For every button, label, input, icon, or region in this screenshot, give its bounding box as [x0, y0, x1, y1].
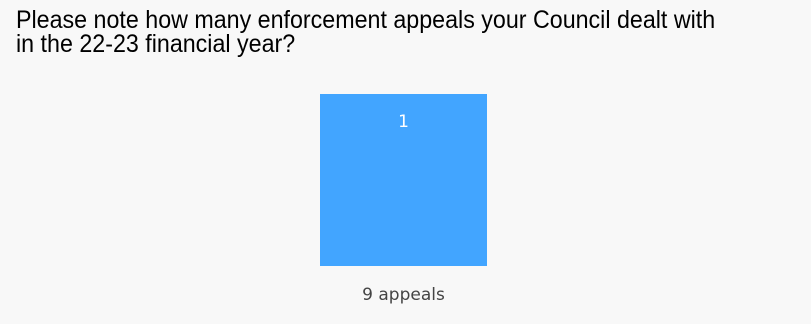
data-label-0: 1 [398, 112, 409, 132]
category-label-0: 9 appeals [362, 285, 445, 305]
bar-0 [320, 94, 487, 266]
question-title: Please note how many enforcement appeals… [16, 6, 716, 58]
